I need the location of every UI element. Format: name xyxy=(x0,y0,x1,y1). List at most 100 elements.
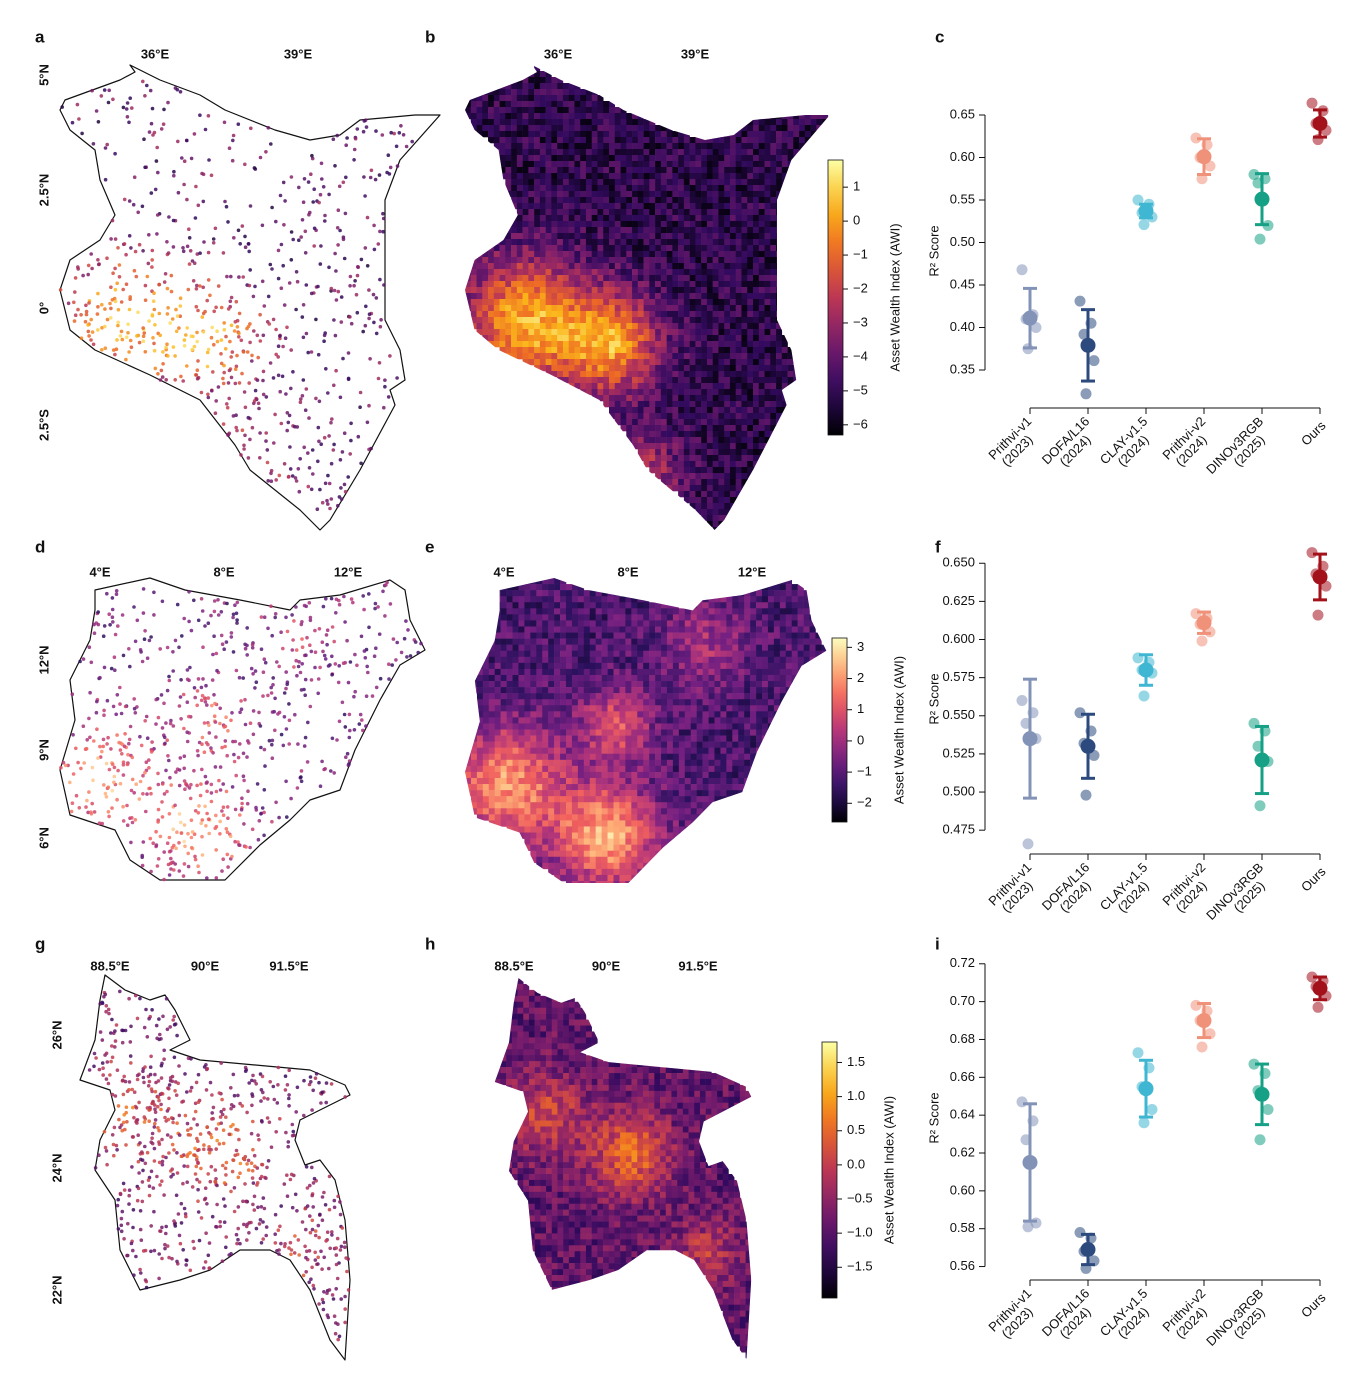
heat-cell xyxy=(591,173,598,180)
heat-cell xyxy=(696,614,703,621)
survey-site xyxy=(266,479,271,483)
heat-cell xyxy=(637,161,644,168)
heat-cell xyxy=(603,359,610,366)
heat-cell xyxy=(764,353,771,360)
survey-site xyxy=(94,109,99,113)
heat-cell xyxy=(678,323,685,330)
heat-cell xyxy=(580,275,587,282)
heat-cell xyxy=(614,173,621,180)
heat-cell xyxy=(585,269,593,276)
heat-cell xyxy=(787,353,794,360)
survey-site xyxy=(75,102,80,107)
heat-cell xyxy=(695,167,702,174)
survey-site xyxy=(282,715,287,719)
survey-site xyxy=(359,257,364,262)
survey-site xyxy=(270,633,275,638)
heat-cell xyxy=(672,431,679,438)
heat-cell xyxy=(678,167,685,174)
survey-site xyxy=(173,638,178,643)
survey-site xyxy=(337,495,342,499)
heat-cell xyxy=(574,347,581,354)
heat-cell xyxy=(499,173,506,180)
heat-cell xyxy=(609,263,616,270)
survey-site xyxy=(234,299,239,304)
survey-site xyxy=(196,308,200,313)
heat-cell xyxy=(735,305,742,312)
survey-site xyxy=(108,301,112,306)
survey-site xyxy=(160,375,165,379)
survey-site xyxy=(362,119,367,123)
survey-site xyxy=(372,223,376,228)
survey-site xyxy=(96,622,101,627)
heat-cell xyxy=(649,644,656,652)
survey-site xyxy=(227,396,231,401)
heat-cell xyxy=(706,299,713,306)
heat-cell xyxy=(545,71,552,78)
survey-site xyxy=(210,388,214,393)
heat-cell xyxy=(718,179,725,186)
heat-cell xyxy=(758,365,765,372)
heat-cell xyxy=(530,638,537,645)
heat-cell xyxy=(718,269,725,276)
survey-site xyxy=(261,694,265,698)
heat-cell xyxy=(701,239,708,246)
heat-cell xyxy=(470,287,477,294)
heat-cell xyxy=(660,407,667,414)
survey-site xyxy=(344,175,348,180)
survey-site xyxy=(157,311,162,316)
heat-cell xyxy=(557,113,564,120)
survey-site xyxy=(210,703,214,708)
heat-cell xyxy=(609,227,616,234)
heat-cell xyxy=(701,395,708,402)
survey-site xyxy=(325,642,329,647)
heat-cell xyxy=(522,269,529,276)
survey-site xyxy=(281,180,286,185)
survey-site xyxy=(202,240,206,244)
heat-cell xyxy=(637,407,644,414)
heat-cell xyxy=(522,95,529,102)
heat-cell xyxy=(614,191,621,198)
heat-cell xyxy=(695,203,702,210)
heat-cell xyxy=(643,305,650,312)
heat-cell xyxy=(493,149,500,156)
heat-cell xyxy=(516,113,523,120)
heat-cell xyxy=(689,479,696,486)
heat-cell xyxy=(643,317,650,324)
heat-cell xyxy=(545,323,552,330)
heat-cell xyxy=(649,293,656,300)
survey-site xyxy=(233,320,238,324)
heat-cell xyxy=(741,305,748,312)
heat-cell xyxy=(614,311,621,318)
heat-cell xyxy=(678,245,685,252)
panel-letter: a xyxy=(35,27,45,46)
heat-cell xyxy=(597,227,604,234)
heat-cell xyxy=(536,632,543,639)
heat-cell xyxy=(626,209,633,216)
heat-cell xyxy=(718,155,725,162)
heat-cell xyxy=(683,197,690,204)
survey-site xyxy=(257,819,262,823)
heat-cell xyxy=(655,305,662,312)
heat-cell xyxy=(729,341,737,348)
heat-cell xyxy=(516,275,523,282)
heat-cell xyxy=(732,620,739,627)
survey-site xyxy=(113,237,118,241)
heat-cell xyxy=(554,590,561,597)
heat-cell xyxy=(465,95,472,102)
survey-site xyxy=(100,821,104,826)
heat-cell xyxy=(516,149,523,156)
heat-cell xyxy=(591,359,598,366)
survey-site xyxy=(239,699,243,703)
survey-site xyxy=(264,431,269,435)
heat-cell xyxy=(637,245,644,252)
heat-cell xyxy=(626,365,633,372)
heat-cell xyxy=(776,287,783,294)
heat-cell xyxy=(632,155,639,162)
survey-site xyxy=(193,854,197,859)
heat-cell xyxy=(470,257,477,264)
survey-site xyxy=(333,662,338,666)
heat-cell xyxy=(609,233,616,240)
survey-site xyxy=(281,743,286,748)
heat-cell xyxy=(585,143,593,150)
heat-cell xyxy=(574,107,581,114)
